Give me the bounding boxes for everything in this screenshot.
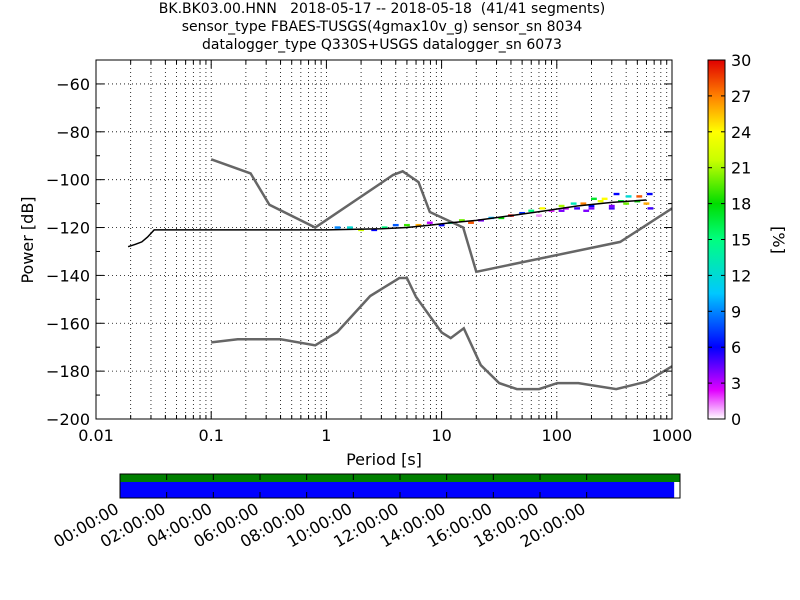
y-tick-label: −100 [46,171,90,190]
histogram-cell [426,221,433,224]
histogram-cells [334,192,654,232]
y-tick-label: −180 [46,362,90,381]
colorbar-tick-label: 3 [731,374,741,393]
histogram-cell [558,204,565,208]
x-tick-label: 1 [321,426,331,445]
histogram-cell [539,207,546,210]
y-tick-label: −140 [46,266,90,285]
x-tick-label: 0.01 [78,426,114,445]
colorbar-tick-label: 9 [731,302,741,321]
histogram-cell [608,207,615,210]
histogram-cell [415,223,422,227]
psd-mean-line [127,199,647,248]
y-tick-label: −200 [46,410,90,429]
y-tick-label: −80 [56,123,90,142]
colorbar-label: [%] [769,226,788,254]
histogram-cell [458,219,465,222]
histogram-cell [583,209,590,212]
x-tick-label: 10 [431,426,451,445]
chart-subtitle-datalogger: datalogger_type Q330S+USGS datalogger_sn… [202,37,562,53]
chart-subtitle-sensor: sensor_type FBAES-TUSGS(4gmax10v_g) sens… [181,19,583,35]
histogram-cell [536,214,542,217]
psd-mean-polyline [127,199,647,248]
histogram-cell [346,226,353,229]
histogram-cell [623,202,630,205]
histogram-cell [358,228,364,232]
colorbar-tick-label: 0 [731,410,741,429]
histogram-cell [588,207,595,210]
histogram-cell [438,223,445,227]
y-axis-label: Power [dB] [18,196,37,283]
histogram-cell [381,226,388,229]
colorbar-tick-label: 27 [731,87,751,106]
histogram-cell [558,209,565,212]
histogram-cell [404,223,410,227]
chart-title: BK.BK03.00.HNN 2018-05-17 -- 2018-05-18 … [158,1,606,17]
histogram-cell [392,223,399,227]
colorbar-ticks: 0 3 6 9 12 15 18 21 24 27 30 [708,51,751,429]
histogram-cell [643,202,650,205]
y-tick-label: −60 [56,75,90,94]
histogram-cell [608,204,615,208]
histogram-cell [597,200,604,203]
colorbar-tick-label: 30 [731,51,751,70]
histogram-cell [574,207,581,210]
noise-model-line [211,276,672,391]
histogram-cell [371,228,378,232]
histogram-cell [588,204,595,208]
histogram-cell [580,202,587,205]
histogram-cell [528,209,535,212]
colorbar-tick-label: 15 [731,231,751,250]
histogram-cell [498,216,505,220]
histogram-cell [601,197,608,201]
histogram-cell [613,192,620,196]
colorbar-tick-label: 18 [731,195,751,214]
colorbar-tick-label: 6 [731,338,741,357]
histogram-cell [468,221,474,224]
histogram-cell [570,202,577,205]
histogram-cell [591,197,597,201]
histogram-cell [636,195,643,198]
x-tick-label: 0.1 [198,426,223,445]
colorbar-tick-label: 24 [731,123,751,142]
axis-ticks: 0.01 0.1 1 10 100 1000 −200 −180 −160 −140 −120 −10… [46,59,693,445]
histogram-cell [646,192,653,196]
histogram-cell [334,226,341,229]
x-tick-label: 100 [542,426,573,445]
histogram-cell [548,209,555,212]
colorbar-tick-label: 21 [731,159,751,178]
noise-models [210,158,672,391]
timeline-coverage-bar [120,482,675,498]
y-tick-label: −160 [46,314,90,333]
histogram-cell [519,211,526,215]
plot-frame [95,59,673,420]
plot-grid [96,60,672,419]
x-axis-label: Period [s] [346,450,422,469]
histogram-cell [647,207,654,210]
noise-model-line [210,158,672,274]
histogram-cell [625,195,632,198]
colorbar-tick-label: 12 [731,266,751,285]
x-tick-label: 1000 [652,426,693,445]
y-tick-label: −120 [46,219,90,238]
